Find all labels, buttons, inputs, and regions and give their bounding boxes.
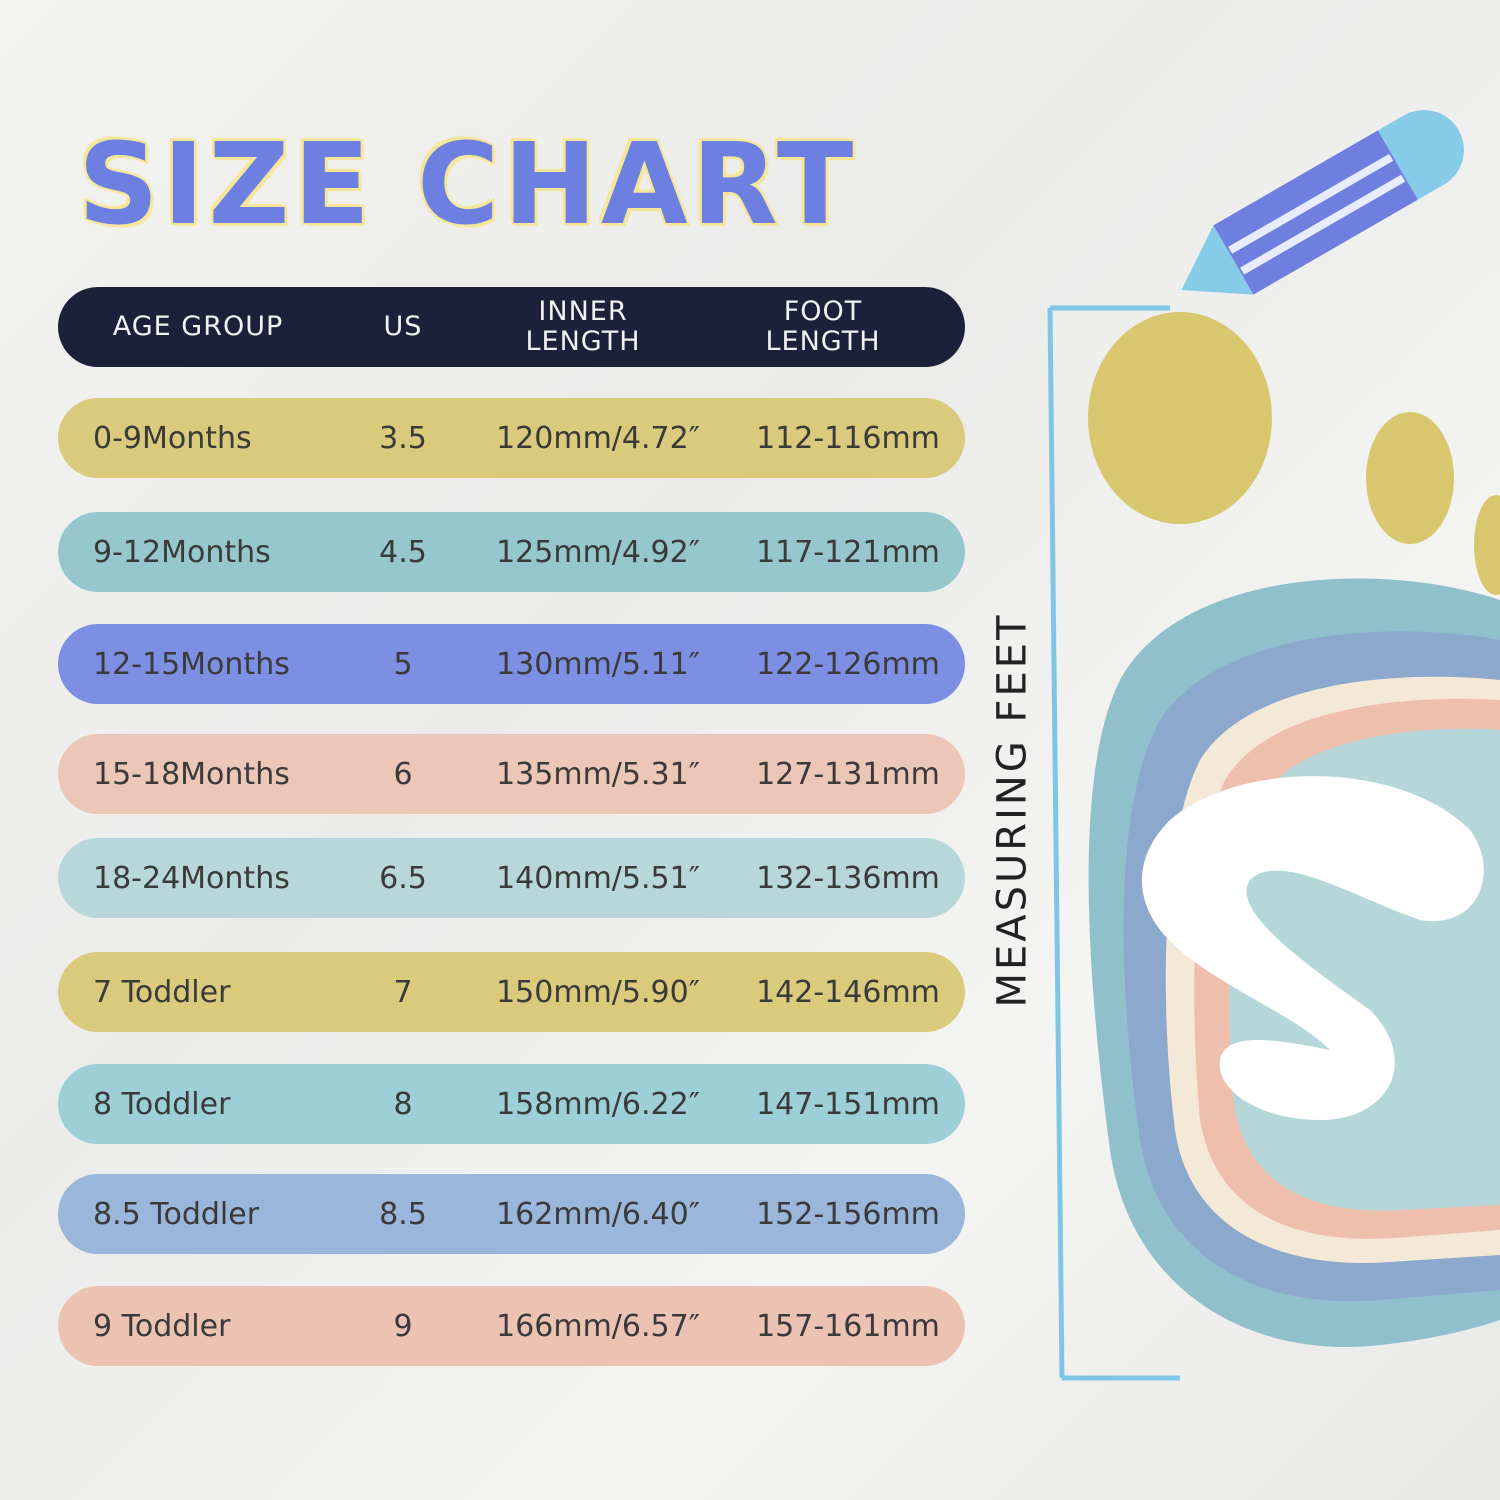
age-cell: 9-12Months: [93, 534, 271, 570]
age-cell: 18-24Months: [93, 860, 290, 896]
foot-length-cell: 142-146mm: [756, 974, 940, 1010]
table-header: AGE GROUP US INNER LENGTH FOOT LENGTH: [58, 287, 965, 367]
us-size-cell: 4.5: [379, 534, 427, 570]
table-row: 18-24Months 6.5 140mm/5.51″ 132-136mm: [58, 838, 965, 918]
foot-length-cell: 147-151mm: [756, 1086, 940, 1122]
inner-length-cell: 125mm/4.92″: [496, 534, 700, 570]
measuring-feet-text: MEASURING FEET: [990, 612, 1036, 1008]
us-size-cell: 7: [393, 974, 413, 1010]
ruler-line: [1047, 305, 1180, 1381]
age-cell: 12-15Months: [93, 646, 290, 682]
us-size-cell: 8.5: [379, 1196, 427, 1232]
foot-length-cell: 157-161mm: [756, 1308, 940, 1344]
foot-length-cell: 152-156mm: [756, 1196, 940, 1232]
foot-length-cell: 117-121mm: [756, 534, 940, 570]
us-size-cell: 5: [393, 646, 413, 682]
inner-length-cell: 162mm/6.40″: [496, 1196, 700, 1232]
us-size-cell: 6.5: [379, 860, 427, 896]
table-row: 0-9Months 3.5 120mm/4.72″ 112-116mm: [58, 398, 965, 478]
us-size-cell: 9: [393, 1308, 413, 1344]
age-cell: 9 Toddler: [93, 1308, 231, 1344]
us-size-cell: 3.5: [379, 420, 427, 456]
age-cell: 15-18Months: [93, 756, 290, 792]
table-row: 8.5 Toddler 8.5 162mm/6.40″ 152-156mm: [58, 1174, 965, 1254]
measuring-feet-label: MEASURING FEET: [990, 575, 1036, 1045]
header-age-group: AGE GROUP: [112, 311, 284, 342]
table-row: 7 Toddler 7 150mm/5.90″ 142-146mm: [58, 952, 965, 1032]
inner-length-cell: 150mm/5.90″: [496, 974, 700, 1010]
table-row: 9-12Months 4.5 125mm/4.92″ 117-121mm: [58, 512, 965, 592]
us-size-cell: 8: [393, 1086, 413, 1122]
table-row: 9 Toddler 9 166mm/6.57″ 157-161mm: [58, 1286, 965, 1366]
age-cell: 0-9Months: [93, 420, 252, 456]
age-cell: 7 Toddler: [93, 974, 231, 1010]
header-us: US: [383, 311, 423, 342]
foot-length-cell: 127-131mm: [756, 756, 940, 792]
pencil-icon: [1181, 110, 1464, 295]
header-inner-length: INNER LENGTH: [525, 296, 641, 357]
inner-length-cell: 120mm/4.72″: [496, 420, 700, 456]
age-cell: 8.5 Toddler: [93, 1196, 260, 1232]
page-title: SIZE CHART: [76, 118, 858, 252]
table-row: 8 Toddler 8 158mm/6.22″ 147-151mm: [58, 1064, 965, 1144]
inner-length-cell: 140mm/5.51″: [496, 860, 700, 896]
inner-length-cell: 130mm/5.11″: [496, 646, 700, 682]
inner-length-cell: 166mm/6.57″: [496, 1308, 700, 1344]
age-cell: 8 Toddler: [93, 1086, 231, 1122]
inner-length-cell: 158mm/6.22″: [496, 1086, 700, 1122]
inner-length-cell: 135mm/5.31″: [496, 756, 700, 792]
foot-length-cell: 132-136mm: [756, 860, 940, 896]
table-row: 12-15Months 5 130mm/5.11″ 122-126mm: [58, 624, 965, 704]
us-size-cell: 6: [393, 756, 413, 792]
table-row: 15-18Months 6 135mm/5.31″ 127-131mm: [58, 734, 965, 814]
foot-length-cell: 122-126mm: [756, 646, 940, 682]
header-foot-length: FOOT LENGTH: [765, 296, 881, 357]
foot-length-cell: 112-116mm: [756, 420, 940, 456]
